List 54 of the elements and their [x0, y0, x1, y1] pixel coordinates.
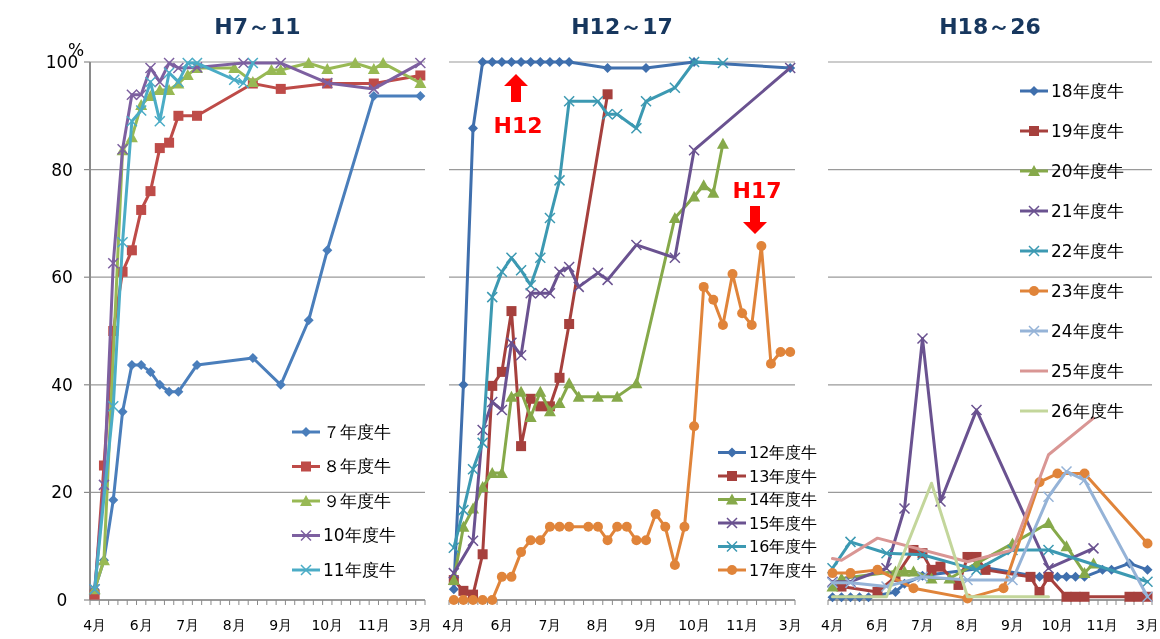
- y-tick-label: 40: [51, 374, 73, 395]
- x-tick-label: 6月: [129, 617, 153, 633]
- legend-label: 21年度牛: [1051, 200, 1124, 221]
- x-tick-label: 9月: [269, 617, 293, 633]
- x-tick-label: 4月: [442, 617, 466, 633]
- y-tick-label: 80: [51, 159, 73, 180]
- legend-label: 17年度牛: [749, 560, 818, 580]
- chart-title: H18～26: [939, 14, 1041, 39]
- y-tick-label: 0: [56, 589, 68, 610]
- chart-title: H12～17: [571, 14, 673, 39]
- x-tick-label: 11月: [726, 617, 759, 633]
- legend-label: ９年度牛: [323, 490, 391, 511]
- legend-label: 14年度牛: [749, 490, 818, 510]
- legend-label: ８年度牛: [323, 456, 391, 477]
- x-tick-label: 10月: [311, 617, 344, 633]
- legend-label: 26年度牛: [1051, 400, 1124, 421]
- x-tick-label: 9月: [1001, 617, 1024, 633]
- x-tick-label: 7月: [538, 617, 562, 633]
- x-tick-label: 10月: [678, 617, 710, 633]
- x-tick-label: 6月: [490, 617, 514, 633]
- legend-label: 12年度牛: [749, 443, 818, 463]
- chart-title: H7～11: [214, 14, 301, 39]
- legend-label: 15年度牛: [749, 513, 818, 533]
- legend-label: 10年度牛: [323, 525, 396, 546]
- y-tick-label: 20: [51, 482, 73, 503]
- legend-label: 18年度牛: [1051, 80, 1124, 101]
- y-tick-label: 60: [51, 267, 73, 288]
- legend-label: 25年度牛: [1051, 360, 1124, 381]
- x-tick-label: 3月: [1136, 617, 1159, 633]
- x-tick-label: 7月: [176, 617, 200, 633]
- x-tick-label: 7月: [911, 617, 934, 633]
- legend-label: 20年度牛: [1051, 160, 1124, 181]
- legend-label: 16年度牛: [749, 537, 818, 557]
- x-tick-label: 11月: [1086, 617, 1119, 633]
- x-tick-label: 3月: [778, 617, 802, 633]
- x-tick-label: 4月: [821, 617, 844, 633]
- x-tick-label: 4月: [83, 617, 107, 633]
- legend-label: 19年度牛: [1051, 120, 1124, 141]
- x-tick-label: 10月: [1041, 617, 1074, 633]
- legend-label: 11年度牛: [323, 559, 396, 580]
- annotation: H17: [732, 178, 782, 203]
- x-tick-label: 6月: [866, 617, 889, 633]
- x-tick-label: 8月: [956, 617, 979, 633]
- x-tick-label: 11月: [357, 617, 390, 633]
- x-tick-label: 9月: [634, 617, 658, 633]
- x-tick-label: 8月: [586, 617, 610, 633]
- legend-label: 24年度牛: [1051, 320, 1124, 341]
- x-tick-label: 8月: [222, 617, 246, 633]
- legend-label: 13年度牛: [749, 466, 818, 486]
- legend-label: 22年度牛: [1051, 240, 1124, 261]
- legend-label: ７年度牛: [323, 421, 391, 442]
- x-tick-label: 3月: [408, 617, 432, 633]
- legend-label: 23年度牛: [1051, 280, 1124, 301]
- annotation: H12: [493, 113, 543, 138]
